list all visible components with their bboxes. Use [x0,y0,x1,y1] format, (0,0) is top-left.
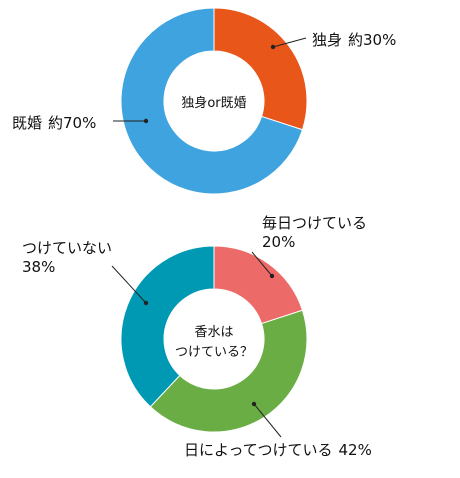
leader-line-single [272,37,307,48]
leader-dot-single [270,44,276,50]
value-daily: 20% [262,233,295,251]
center-label-perfume-line2: つけている？ [175,345,253,360]
value-none: 38% [22,258,55,276]
center-label-marital: 独身or既婚 [181,95,246,111]
leader-dot-married [143,118,149,124]
label-daily: 毎日つけている [262,214,367,232]
leader-dot-daily [269,273,275,279]
slice-daily [213,245,304,325]
slice-single [213,7,308,131]
label-married: 既婚 約70% [12,114,96,132]
leader-dot-none [143,300,149,306]
slice-sometimes [149,309,308,433]
leader-line-daily [251,251,273,277]
label-none: つけていない [22,239,112,257]
center-label-perfume-line1: 香水は [194,325,233,340]
slice-none [120,245,215,408]
leader-line-none [111,265,147,304]
label-sometimes: 日によってつけている 42% [184,441,372,459]
slice-married [120,7,304,195]
donut-chart-marital [120,7,308,195]
leader-dot-sometimes [251,401,257,407]
label-single: 独身 約30% [312,31,396,49]
leader-line-sometimes [253,403,282,438]
donut-chart-perfume [120,245,308,433]
